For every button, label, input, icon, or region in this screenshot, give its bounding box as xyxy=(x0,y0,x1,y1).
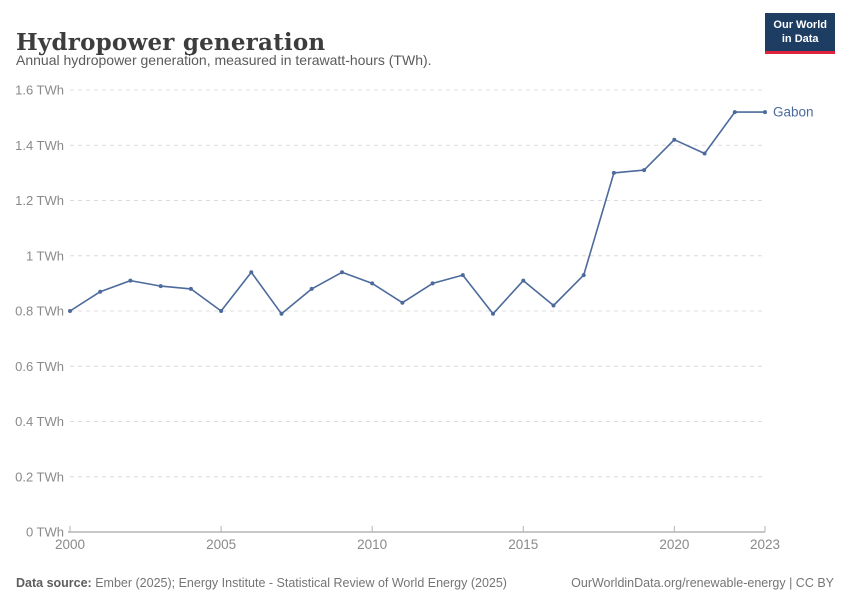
data-point[interactable] xyxy=(340,270,344,275)
data-point[interactable] xyxy=(551,303,556,308)
data-point[interactable] xyxy=(309,286,314,291)
data-point[interactable] xyxy=(430,281,435,286)
y-tick-label: 0.2 TWh xyxy=(15,469,64,484)
x-tick-label: 2023 xyxy=(750,537,780,552)
data-point[interactable] xyxy=(611,170,616,175)
data-point[interactable] xyxy=(581,273,586,278)
owid-logo-line2: in Data xyxy=(781,33,819,46)
data-point[interactable] xyxy=(279,311,284,316)
data-point[interactable] xyxy=(158,284,163,289)
data-point[interactable] xyxy=(370,281,375,286)
x-tick-label: 2010 xyxy=(357,537,387,552)
y-tick-label: 0.8 TWh xyxy=(15,304,64,319)
x-tick-label: 2015 xyxy=(508,537,538,552)
data-point[interactable] xyxy=(672,137,677,142)
data-point[interactable] xyxy=(68,309,72,313)
data-point[interactable] xyxy=(128,278,133,283)
series-line-gabon[interactable] xyxy=(69,111,766,315)
y-tick-label: 1 TWh xyxy=(26,248,64,263)
page-subtitle: Annual hydropower generation, measured i… xyxy=(16,52,432,68)
y-tick-label: 1.4 TWh xyxy=(15,138,64,153)
page-title: Hydropower generation xyxy=(16,29,326,57)
x-tick-label: 2005 xyxy=(206,537,236,552)
data-point[interactable] xyxy=(249,270,254,275)
data-point[interactable] xyxy=(188,286,193,291)
owid-logo-line1: Our World xyxy=(773,19,827,31)
data-point[interactable] xyxy=(763,110,767,115)
owid-link[interactable]: OurWorldinData.org/renewable-energy | CC… xyxy=(571,576,834,590)
owid-logo[interactable]: Our World in Data xyxy=(765,13,835,54)
x-tick-label: 2020 xyxy=(659,537,689,552)
chart-footer: Data source: Ember (2025); Energy Instit… xyxy=(16,576,834,590)
y-tick-label: 0 TWh xyxy=(26,525,64,540)
y-tick-label: 0.6 TWh xyxy=(15,359,64,374)
y-tick-label: 1.6 TWh xyxy=(15,83,64,98)
data-point[interactable] xyxy=(732,110,737,115)
data-point[interactable] xyxy=(521,278,526,283)
data-point[interactable] xyxy=(219,309,224,313)
data-point[interactable] xyxy=(642,168,647,173)
data-point[interactable] xyxy=(98,289,103,294)
series-end-label[interactable]: Gabon xyxy=(773,105,814,120)
y-tick-label: 1.2 TWh xyxy=(15,193,64,208)
data-point[interactable] xyxy=(460,273,465,278)
data-source-label: Data source: xyxy=(16,576,92,590)
data-source-text: Ember (2025); Energy Institute - Statist… xyxy=(91,576,507,590)
data-point[interactable] xyxy=(702,151,707,156)
data-point[interactable] xyxy=(400,300,405,305)
data-point[interactable] xyxy=(491,311,495,316)
data-source-note: Data source: Ember (2025); Energy Instit… xyxy=(16,576,507,590)
x-tick-label: 2000 xyxy=(55,537,85,552)
y-tick-label: 0.4 TWh xyxy=(15,414,64,429)
